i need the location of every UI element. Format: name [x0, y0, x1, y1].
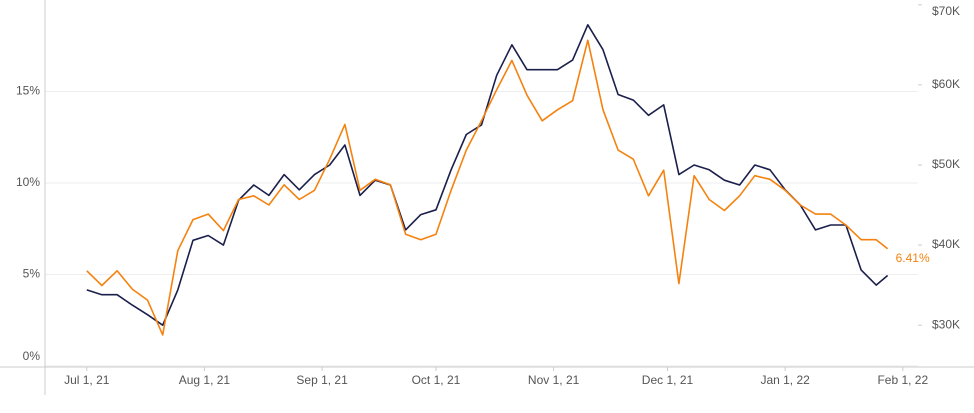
y2-tick-label: $60K	[932, 77, 960, 91]
end-label: 6.41%	[896, 251, 930, 265]
x-tick-label: Aug 1, 21	[179, 373, 231, 387]
x-tick-label: Jan 1, 22	[760, 373, 810, 387]
y2-tick-label: $30K	[932, 317, 960, 331]
y2-tick-label: $40K	[932, 237, 960, 251]
x-tick-label: Feb 1, 22	[877, 373, 928, 387]
y-tick-label: 10%	[16, 175, 40, 189]
x-tick-label: Oct 1, 21	[412, 373, 461, 387]
y2-tick-label: $70K	[932, 4, 960, 18]
x-tick-label: Dec 1, 21	[642, 373, 694, 387]
y-tick-label: 5%	[23, 267, 41, 281]
series-line	[86, 39, 889, 336]
x-tick-label: Nov 1, 21	[528, 373, 580, 387]
x-tick-label: Sep 1, 21	[296, 373, 348, 387]
series-line	[86, 24, 889, 326]
y-tick-label: 15%	[16, 84, 40, 98]
x-tick-label: Jul 1, 21	[64, 373, 110, 387]
y2-tick-label: $50K	[932, 157, 960, 171]
y-tick-label: 0%	[23, 349, 41, 363]
